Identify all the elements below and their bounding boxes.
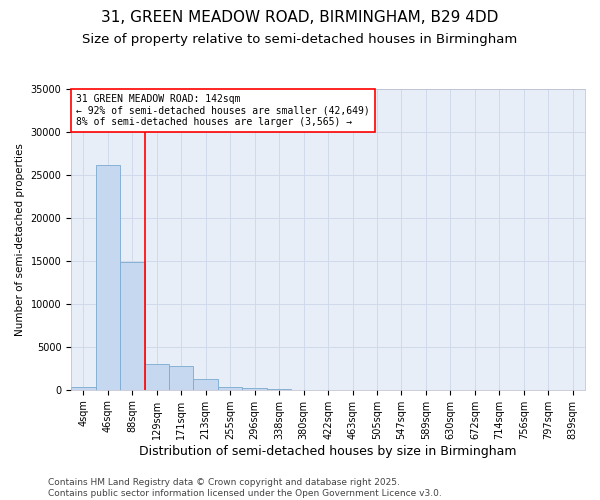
Text: Size of property relative to semi-detached houses in Birmingham: Size of property relative to semi-detach… (82, 32, 518, 46)
Bar (218, 387, 242, 390)
Bar (193, 380, 218, 390)
Bar (71, 388, 95, 390)
Bar (242, 388, 267, 390)
Text: 31 GREEN MEADOW ROAD: 142sqm
← 92% of semi-detached houses are smaller (42,649)
: 31 GREEN MEADOW ROAD: 142sqm ← 92% of se… (76, 94, 370, 126)
X-axis label: Distribution of semi-detached houses by size in Birmingham: Distribution of semi-detached houses by … (139, 444, 517, 458)
Text: Contains HM Land Registry data © Crown copyright and database right 2025.
Contai: Contains HM Land Registry data © Crown c… (48, 478, 442, 498)
Y-axis label: Number of semi-detached properties: Number of semi-detached properties (15, 143, 25, 336)
Text: 31, GREEN MEADOW ROAD, BIRMINGHAM, B29 4DD: 31, GREEN MEADOW ROAD, BIRMINGHAM, B29 4… (101, 10, 499, 25)
Bar (95, 164, 120, 390)
Bar (169, 366, 193, 390)
Bar (120, 262, 145, 390)
Bar (145, 364, 169, 390)
